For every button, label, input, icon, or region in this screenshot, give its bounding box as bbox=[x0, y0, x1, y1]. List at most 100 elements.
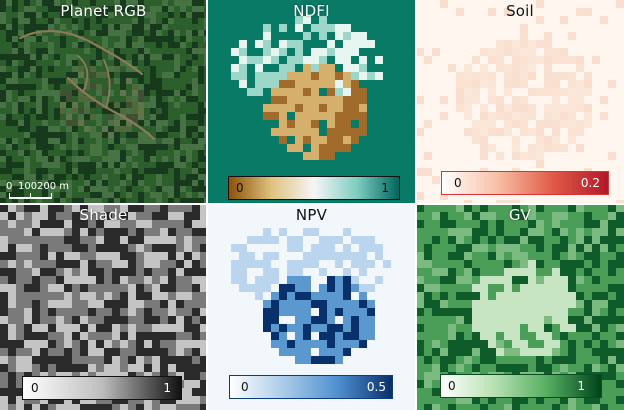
shade-pixel bbox=[160, 396, 168, 404]
npv-pixel bbox=[359, 316, 367, 324]
forest-texture-pixel bbox=[48, 54, 54, 60]
gv-pixel bbox=[432, 316, 440, 324]
forest-texture-pixel bbox=[144, 132, 150, 138]
gv-pixel bbox=[536, 244, 544, 252]
forest-texture-pixel bbox=[120, 150, 126, 156]
forest-texture-pixel bbox=[156, 138, 162, 144]
soil-pixel bbox=[496, 200, 504, 204]
forest-texture-pixel bbox=[144, 24, 150, 30]
gv-pixel bbox=[616, 316, 624, 324]
ndfi-degraded-pixel bbox=[343, 120, 351, 128]
shade-pixel bbox=[152, 228, 160, 236]
gv-pixel bbox=[584, 236, 592, 244]
forest-texture-pixel bbox=[132, 84, 138, 90]
forest-texture-pixel bbox=[90, 48, 96, 54]
forest-texture-pixel bbox=[132, 78, 138, 84]
gv-pixel bbox=[600, 252, 608, 260]
gv-pixel bbox=[512, 228, 520, 236]
shade-pixel bbox=[88, 260, 96, 268]
forest-texture-pixel bbox=[108, 186, 114, 192]
forest-texture-pixel bbox=[168, 180, 174, 186]
forest-texture-pixel bbox=[60, 198, 66, 204]
soil-pixel bbox=[592, 56, 600, 64]
ndfi-degraded-pixel bbox=[359, 96, 367, 104]
forest-texture-pixel bbox=[48, 6, 54, 12]
forest-texture-pixel bbox=[36, 144, 42, 150]
shade-pixel bbox=[72, 292, 80, 300]
forest-texture-pixel bbox=[60, 54, 66, 60]
shade-pixel bbox=[8, 244, 16, 252]
npv-pixel bbox=[327, 348, 335, 356]
gv-pixel bbox=[472, 348, 480, 356]
gv-pixel bbox=[448, 268, 456, 276]
forest-texture-pixel bbox=[12, 60, 18, 66]
forest-texture-pixel bbox=[24, 198, 30, 204]
forest-texture-pixel bbox=[138, 138, 144, 144]
forest-texture-pixel bbox=[132, 168, 138, 174]
forest-texture-pixel bbox=[204, 48, 207, 54]
forest-texture-pixel bbox=[120, 36, 126, 42]
shade-pixel bbox=[112, 316, 120, 324]
forest-texture-pixel bbox=[6, 72, 12, 78]
shade-pixel bbox=[128, 284, 136, 292]
forest-texture-pixel bbox=[132, 12, 138, 18]
shade-pixel bbox=[128, 236, 136, 244]
forest-texture-pixel bbox=[30, 84, 36, 90]
shade-pixel bbox=[184, 324, 192, 332]
shade-pixel bbox=[104, 268, 112, 276]
forest-texture-pixel bbox=[42, 186, 48, 192]
gv-pixel bbox=[464, 308, 472, 316]
forest-texture-pixel bbox=[54, 90, 60, 96]
forest-texture-pixel bbox=[150, 84, 156, 90]
forest-texture-pixel bbox=[162, 54, 168, 60]
gv-pixel bbox=[480, 332, 488, 340]
gv-pixel bbox=[616, 396, 624, 404]
gv-pixel bbox=[504, 260, 512, 268]
soil-pixel bbox=[440, 192, 448, 200]
npv-light-pixel bbox=[287, 268, 295, 276]
gv-pixel bbox=[592, 292, 600, 300]
forest-texture-pixel bbox=[6, 24, 12, 30]
forest-texture-pixel bbox=[24, 174, 30, 180]
forest-texture-pixel bbox=[192, 36, 198, 42]
ndfi-degraded-pixel bbox=[311, 144, 319, 152]
shade-pixel bbox=[56, 332, 64, 340]
forest-texture-pixel bbox=[150, 174, 156, 180]
gv-pixel bbox=[496, 316, 504, 324]
gv-pixel bbox=[608, 324, 616, 332]
shade-pixel bbox=[32, 300, 40, 308]
scale-bar: 0 100 200 m bbox=[6, 181, 76, 201]
shade-pixel bbox=[176, 284, 184, 292]
gv-pixel bbox=[512, 292, 520, 300]
gv-pixel bbox=[424, 364, 432, 372]
forest-texture-pixel bbox=[198, 114, 204, 120]
gv-pixel bbox=[440, 364, 448, 372]
forest-texture-pixel bbox=[198, 96, 204, 102]
forest-texture-pixel bbox=[144, 36, 150, 42]
forest-texture-pixel bbox=[204, 66, 207, 72]
npv-pixel bbox=[335, 340, 343, 348]
shade-pixel bbox=[24, 332, 32, 340]
soil-pixel bbox=[504, 120, 512, 128]
forest-texture-pixel bbox=[102, 108, 108, 114]
ndfi-degraded-pixel bbox=[359, 120, 367, 128]
shade-pixel bbox=[176, 356, 184, 364]
forest-texture-pixel bbox=[60, 108, 66, 114]
shade-pixel bbox=[64, 268, 72, 276]
forest-texture-pixel bbox=[138, 96, 144, 102]
forest-texture-pixel bbox=[84, 102, 90, 108]
forest-texture-pixel bbox=[90, 36, 96, 42]
forest-texture-pixel bbox=[198, 90, 204, 96]
forest-texture-pixel bbox=[138, 120, 144, 126]
forest-texture-pixel bbox=[72, 132, 78, 138]
forest-texture-pixel bbox=[168, 54, 174, 60]
forest-texture-pixel bbox=[150, 186, 156, 192]
forest-texture-pixel bbox=[48, 180, 54, 186]
forest-texture-pixel bbox=[42, 90, 48, 96]
forest-texture-pixel bbox=[36, 48, 42, 54]
gv-image bbox=[416, 204, 624, 410]
shade-pixel bbox=[40, 252, 48, 260]
ndfi-degraded-pixel bbox=[319, 72, 327, 80]
forest-texture-pixel bbox=[54, 114, 60, 120]
